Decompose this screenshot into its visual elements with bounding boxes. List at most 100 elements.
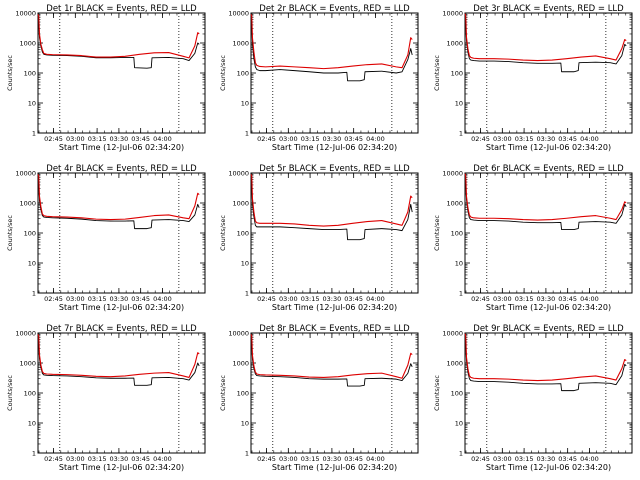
panel-title: Det 5r BLACK = Events, RED = LLD (259, 164, 410, 174)
panel-title: Det 2r BLACK = Events, RED = LLD (259, 4, 410, 14)
y-tick-label: 1 (459, 130, 463, 138)
y-tick-label: 10000 (228, 10, 249, 18)
y-tick-label: 1000 (232, 200, 249, 208)
y-tick-label: 1000 (19, 40, 36, 48)
lld-series-line (250, 14, 413, 70)
x-tick-label: 04:00 (580, 135, 599, 143)
events-series-line (250, 19, 413, 82)
y-tick-label: 100 (451, 390, 463, 398)
lld-series-line (250, 334, 413, 379)
y-tick-label: 1 (32, 450, 36, 458)
x-axis-label: Start Time (12-Jul-06 02:34:20) (486, 463, 611, 472)
y-tick-label: 1 (32, 130, 36, 138)
y-tick-label: 1000 (232, 40, 249, 48)
y-axis-label: Counts/sec (6, 215, 14, 251)
y-tick-label: 10 (28, 420, 36, 428)
y-tick-label: 10 (241, 100, 249, 108)
x-tick-label: 03:30 (110, 135, 129, 143)
x-tick-label: 03:15 (88, 455, 107, 463)
x-tick-label: 03:15 (515, 455, 534, 463)
x-tick-label: 03:45 (344, 455, 363, 463)
y-axis-label: Counts/sec (433, 55, 441, 91)
y-tick-label: 100 (24, 390, 36, 398)
y-axis-label: Counts/sec (6, 375, 14, 411)
x-tick-label: 02:45 (471, 455, 490, 463)
y-tick-label: 1000 (19, 360, 36, 368)
detector-panel-2: Det 2r BLACK = Events, RED = LLD 1 10 100 10… (219, 4, 419, 152)
plot-frame (464, 12, 633, 134)
x-tick-label: 03:45 (131, 455, 150, 463)
x-tick-label: 03:30 (323, 295, 342, 303)
plot-frame (37, 332, 206, 454)
y-axis-label: Counts/sec (219, 55, 227, 91)
x-axis-label: Start Time (12-Jul-06 02:34:20) (272, 303, 397, 312)
y-tick-label: 10 (28, 100, 36, 108)
panel-title: Det 7r BLACK = Events, RED = LLD (46, 324, 197, 334)
x-tick-label: 03:00 (493, 295, 512, 303)
x-tick-label: 03:30 (110, 295, 129, 303)
y-tick-label: 1 (32, 290, 36, 298)
x-tick-label: 03:00 (66, 135, 85, 143)
plot-frame (250, 332, 419, 454)
x-tick-label: 04:00 (153, 295, 172, 303)
plot-frame (250, 172, 419, 294)
x-tick-label: 03:30 (537, 455, 556, 463)
lld-series-line (37, 14, 200, 59)
lld-series-line (37, 334, 200, 378)
x-tick-label: 03:15 (301, 135, 320, 143)
y-tick-label: 1 (245, 290, 249, 298)
plot-frame (464, 172, 633, 294)
y-axis-label: Counts/sec (433, 215, 441, 251)
x-tick-label: 02:45 (471, 135, 490, 143)
plot-frame (464, 332, 633, 454)
y-tick-label: 10 (455, 100, 463, 108)
panel-title: Det 1r BLACK = Events, RED = LLD (46, 4, 197, 14)
y-tick-label: 1 (459, 290, 463, 298)
y-tick-label: 10000 (15, 10, 36, 18)
y-tick-label: 1000 (446, 200, 463, 208)
y-tick-label: 1 (245, 130, 249, 138)
lld-series-line (464, 173, 627, 221)
x-tick-label: 02:45 (257, 455, 276, 463)
events-series-line (464, 175, 627, 231)
events-series-line (37, 337, 200, 386)
x-tick-label: 03:30 (537, 295, 556, 303)
y-tick-label: 10 (455, 420, 463, 428)
y-tick-label: 100 (237, 230, 249, 238)
x-tick-label: 02:45 (44, 135, 63, 143)
x-tick-label: 03:45 (131, 135, 150, 143)
plot-frame (37, 12, 206, 134)
x-tick-label: 02:45 (257, 135, 276, 143)
x-tick-label: 04:00 (580, 455, 599, 463)
x-tick-label: 04:00 (580, 295, 599, 303)
x-tick-label: 03:45 (558, 455, 577, 463)
x-tick-label: 03:45 (131, 295, 150, 303)
x-tick-label: 03:30 (110, 455, 129, 463)
detector-panel-4: Det 4r BLACK = Events, RED = LLD 1 10 100 10… (6, 164, 206, 312)
events-series-line (250, 337, 413, 387)
detector-panel-8: Det 8r BLACK = Events, RED = LLD 1 10 100 10… (219, 324, 419, 472)
y-tick-label: 10 (241, 420, 249, 428)
y-tick-label: 10 (241, 260, 249, 268)
y-tick-label: 1000 (446, 40, 463, 48)
x-axis-label: Start Time (12-Jul-06 02:34:20) (486, 303, 611, 312)
events-series-line (464, 335, 627, 392)
x-tick-label: 04:00 (153, 135, 172, 143)
y-tick-label: 10000 (228, 170, 249, 178)
detector-panel-5: Det 5r BLACK = Events, RED = LLD 1 10 100 10… (219, 164, 419, 312)
x-tick-label: 04:00 (366, 135, 385, 143)
panel-title: Det 4r BLACK = Events, RED = LLD (46, 164, 197, 174)
x-tick-label: 03:15 (515, 295, 534, 303)
x-axis-label: Start Time (12-Jul-06 02:34:20) (272, 143, 397, 152)
x-tick-label: 03:15 (88, 135, 107, 143)
y-tick-label: 10 (455, 260, 463, 268)
y-axis-label: Counts/sec (219, 215, 227, 251)
x-tick-label: 03:00 (66, 455, 85, 463)
y-tick-label: 1000 (446, 360, 463, 368)
y-tick-label: 10000 (442, 10, 463, 18)
y-tick-label: 10 (28, 260, 36, 268)
x-tick-label: 03:45 (558, 135, 577, 143)
x-tick-label: 03:00 (279, 135, 298, 143)
lld-series-line (464, 13, 627, 62)
